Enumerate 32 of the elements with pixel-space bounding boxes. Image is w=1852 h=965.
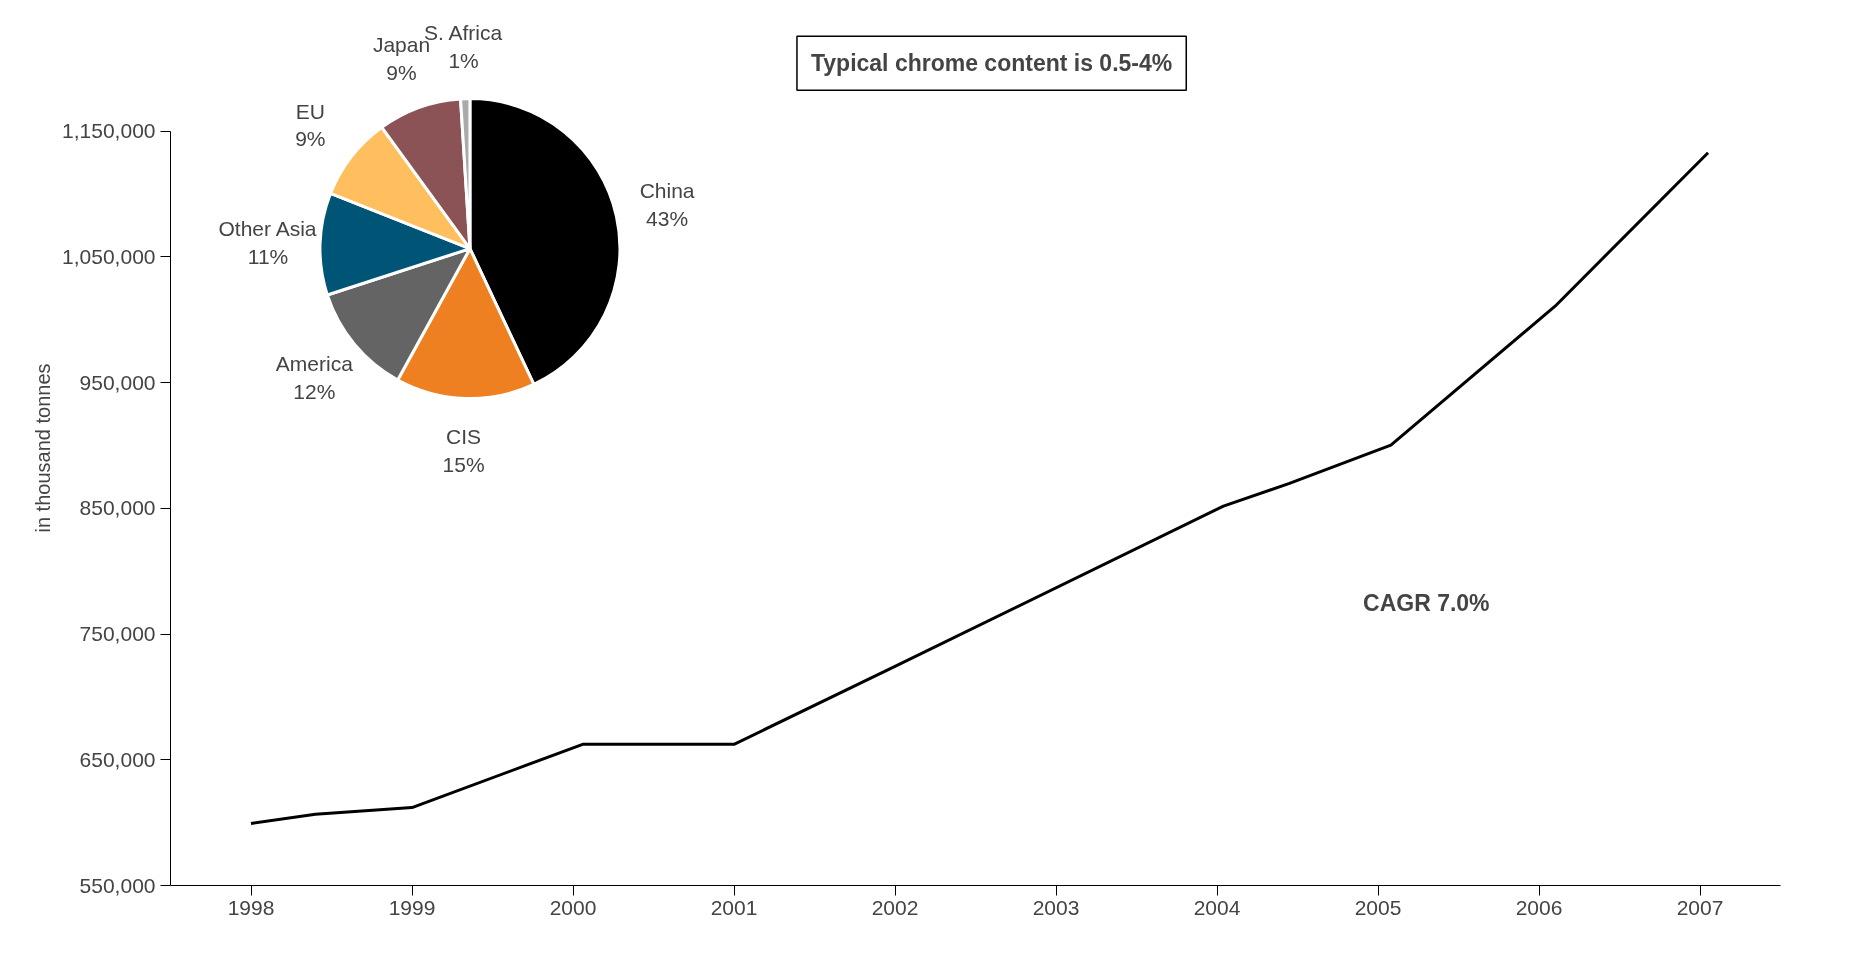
text: Typical chrome content is 0.5-4% bbox=[810, 50, 1173, 77]
slice-label: Other Asia bbox=[218, 216, 317, 240]
x-tick-label: 2003 bbox=[1032, 895, 1080, 919]
y-tick-label: 550,000 bbox=[79, 873, 156, 897]
y-tick-label: 750,000 bbox=[79, 622, 156, 646]
x-tick-label: 1999 bbox=[388, 895, 436, 919]
x-tick-label: 1998 bbox=[227, 895, 275, 919]
x-tick-label: 2000 bbox=[549, 895, 597, 919]
y-axis-title: in thousand tonnes bbox=[32, 363, 55, 533]
data-label: 9% bbox=[386, 60, 417, 84]
y-tick-label: 1,050,000 bbox=[62, 244, 156, 268]
data-label: 12% bbox=[293, 379, 336, 403]
slice-label: CIS bbox=[446, 425, 482, 449]
y-tick-label: 950,000 bbox=[79, 370, 156, 394]
slice-label: EU bbox=[295, 99, 325, 123]
data-label: 15% bbox=[442, 452, 485, 476]
data-label: 11% bbox=[247, 244, 289, 268]
annotation: CAGR 7.0% bbox=[1363, 589, 1490, 616]
x-tick-label: 2005 bbox=[1354, 895, 1402, 919]
x-tick-label: 2001 bbox=[710, 895, 758, 919]
x-tick-label: 2004 bbox=[1193, 895, 1241, 919]
x-tick-label: 2002 bbox=[871, 895, 919, 919]
y-tick-label: 850,000 bbox=[79, 496, 156, 520]
y-tick-label: 650,000 bbox=[79, 747, 156, 771]
data-label: 43% bbox=[646, 206, 689, 230]
data-label: 9% bbox=[295, 127, 326, 151]
x-tick-label: 2007 bbox=[1676, 895, 1724, 919]
x-tick-label: 2006 bbox=[1515, 895, 1563, 919]
y-tick-label: 1,150,000 bbox=[62, 119, 156, 143]
slice-label: China bbox=[639, 179, 695, 203]
slice-label: America bbox=[275, 352, 354, 376]
data-label: 1% bbox=[448, 49, 479, 73]
